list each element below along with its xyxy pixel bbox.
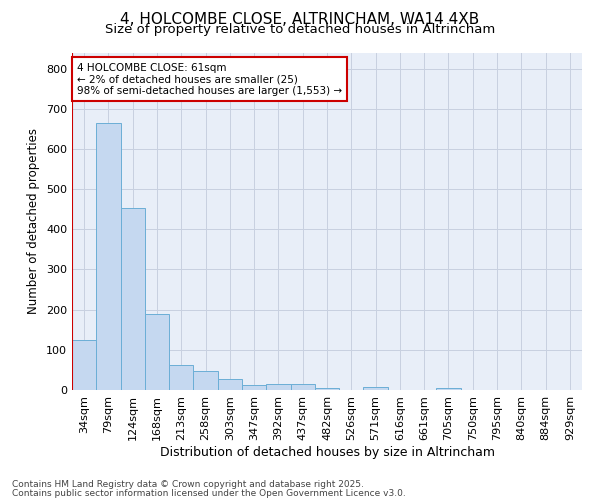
Text: Size of property relative to detached houses in Altrincham: Size of property relative to detached ho… [105,22,495,36]
Bar [266,384,290,390]
Bar [242,385,266,390]
Text: Contains public sector information licensed under the Open Government Licence v3: Contains public sector information licen… [12,488,406,498]
Bar [96,123,121,390]
Bar [169,364,193,390]
X-axis label: Distribution of detached houses by size in Altrincham: Distribution of detached houses by size … [160,446,494,458]
Bar [121,208,145,390]
Text: 4, HOLCOMBE CLOSE, ALTRINCHAM, WA14 4XB: 4, HOLCOMBE CLOSE, ALTRINCHAM, WA14 4XB [121,12,479,28]
Bar [72,340,96,390]
Y-axis label: Number of detached properties: Number of detached properties [28,128,40,314]
Bar [315,388,339,390]
Bar [364,387,388,390]
Bar [145,314,169,390]
Text: 4 HOLCOMBE CLOSE: 61sqm
← 2% of detached houses are smaller (25)
98% of semi-det: 4 HOLCOMBE CLOSE: 61sqm ← 2% of detached… [77,62,342,96]
Bar [193,371,218,390]
Bar [436,388,461,390]
Bar [290,384,315,390]
Bar [218,379,242,390]
Text: Contains HM Land Registry data © Crown copyright and database right 2025.: Contains HM Land Registry data © Crown c… [12,480,364,489]
